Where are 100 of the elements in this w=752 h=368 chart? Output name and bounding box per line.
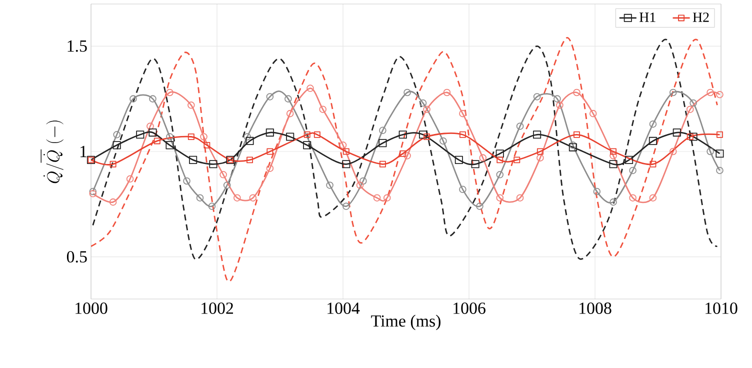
point — [471, 160, 480, 168]
x-tick-label: 1004 — [328, 302, 360, 314]
point — [573, 131, 580, 138]
point — [136, 130, 144, 139]
point — [423, 106, 430, 113]
point — [208, 202, 216, 210]
point — [319, 106, 326, 113]
x-tick-label: 1002 — [202, 302, 233, 314]
point — [459, 110, 466, 118]
point — [266, 128, 274, 137]
y-tick-label: 1 — [80, 146, 86, 158]
point — [689, 132, 698, 141]
point — [400, 150, 406, 157]
x-tick-label: 1008 — [580, 302, 612, 314]
point — [246, 156, 253, 164]
point — [609, 160, 618, 168]
point — [360, 177, 367, 185]
point — [516, 122, 524, 130]
point — [672, 128, 681, 137]
point — [326, 182, 334, 189]
point — [536, 148, 544, 155]
point — [196, 194, 204, 202]
point — [716, 150, 724, 158]
point — [266, 164, 274, 172]
point — [419, 99, 427, 107]
point — [266, 93, 274, 100]
point — [533, 93, 541, 100]
point — [589, 110, 597, 118]
point — [568, 143, 577, 152]
point — [303, 141, 312, 150]
point — [686, 134, 694, 140]
point — [154, 138, 160, 144]
point — [496, 171, 504, 178]
point — [306, 84, 314, 92]
point — [686, 106, 694, 113]
point — [209, 160, 218, 168]
point — [649, 194, 657, 202]
x-axis-title: Time (ms) — [371, 314, 440, 330]
point — [610, 148, 617, 155]
point — [373, 194, 381, 202]
point — [130, 95, 137, 102]
point — [314, 131, 320, 138]
point — [126, 175, 134, 183]
point — [188, 134, 194, 140]
point — [183, 177, 190, 185]
point — [649, 120, 657, 128]
point — [496, 156, 504, 164]
point — [424, 134, 430, 140]
point — [383, 194, 391, 202]
point — [89, 188, 97, 196]
y-axis-title: $\dot{Q}/\overline{\dot{Q}}\;(\mathrm{-})$ — [41, 120, 64, 184]
point — [266, 148, 274, 155]
point — [286, 110, 294, 118]
point — [554, 95, 561, 102]
point — [246, 136, 254, 145]
point — [479, 154, 487, 162]
point — [459, 186, 466, 194]
point — [189, 156, 198, 164]
point — [200, 133, 208, 140]
point — [220, 171, 227, 178]
point — [648, 136, 658, 145]
point — [286, 132, 294, 141]
point — [404, 152, 411, 160]
point — [304, 131, 310, 138]
point — [166, 88, 174, 96]
point — [112, 141, 121, 150]
point — [166, 133, 174, 140]
point — [496, 194, 504, 202]
point — [569, 142, 577, 149]
point — [234, 194, 241, 202]
point — [89, 190, 97, 198]
point — [342, 202, 350, 210]
point — [204, 142, 210, 148]
x-tick-label: 1006 — [454, 302, 486, 314]
point — [716, 90, 724, 98]
y-tick-label: 0.5 — [66, 251, 87, 263]
point — [716, 166, 724, 174]
x-tick-label: 1010 — [706, 302, 738, 314]
legend-label: H1 — [640, 12, 656, 22]
point — [244, 133, 251, 140]
point — [556, 102, 564, 109]
point — [629, 166, 636, 174]
point — [459, 131, 466, 138]
point — [443, 88, 451, 96]
point — [533, 130, 542, 139]
x-tick-label: 1000 — [76, 302, 108, 314]
point — [284, 95, 292, 102]
point — [342, 160, 350, 168]
point — [166, 141, 174, 150]
point — [440, 137, 447, 145]
point — [356, 182, 364, 189]
point — [148, 128, 157, 137]
point — [404, 88, 411, 96]
point — [516, 194, 524, 202]
point — [593, 188, 601, 196]
point — [536, 154, 544, 162]
point — [706, 88, 714, 96]
point — [398, 130, 407, 139]
point — [109, 198, 117, 206]
point — [110, 160, 116, 168]
